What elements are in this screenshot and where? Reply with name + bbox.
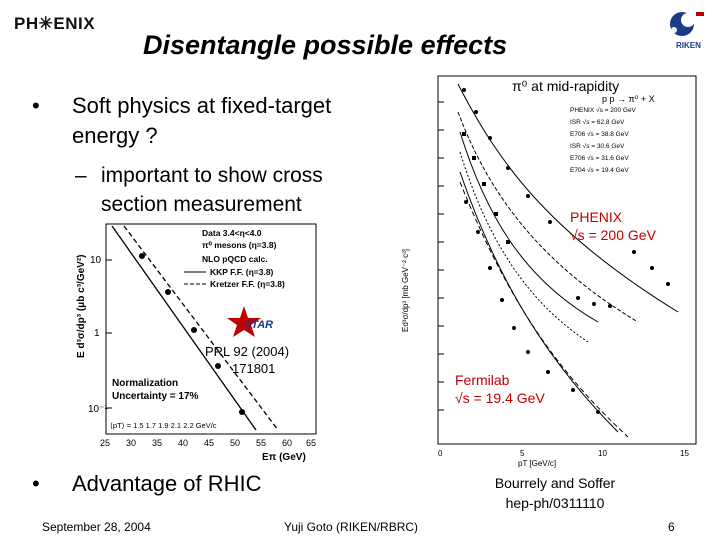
right-data-points (462, 88, 670, 414)
left-plot-ylabel: E d³σ/dp³ (μb c³/GeV²) (76, 254, 87, 358)
phenix-logo: PH✳ENIX (14, 14, 96, 33)
left-plot-frame (105, 223, 317, 435)
right-legend-item: E704 √s = 19.4 GeV (570, 166, 629, 174)
bullet-dot-icon: • (32, 93, 40, 118)
data-point (215, 363, 221, 369)
left-xtick: 50 (230, 438, 240, 448)
prl-ref-line1: PRL 92 (2004) (205, 344, 290, 359)
right-xtick: 15 (680, 449, 689, 458)
prl-ref-line2: 171801 (232, 361, 276, 376)
pi0-overlay-title: π⁰ at mid-rapidity (512, 78, 620, 94)
right-xtick: 5 (520, 449, 525, 458)
riken-label: RIKEN (676, 41, 701, 50)
right-legend-item: ISR √s = 30.6 GeV (570, 142, 625, 150)
e706-curve (459, 131, 599, 323)
left-xtick: 65 (306, 438, 316, 448)
right-xticks: 0 5 10 15 (438, 449, 689, 458)
reaction-label: p p → π⁰ + X (602, 94, 655, 104)
star-logo-icon (227, 306, 261, 337)
footer-date: September 28, 2004 (42, 520, 151, 534)
left-xtick: 30 (126, 438, 136, 448)
norm-line2: Uncertainty = 17% (112, 391, 199, 402)
left-xtick: 45 (204, 438, 214, 448)
left-ytick: 1 (94, 328, 100, 339)
legend-kretzer: Kretzer F.F. (η=3.8) (210, 279, 285, 289)
left-xtick: 25 (100, 438, 110, 448)
data-point (191, 327, 197, 333)
bullet-2-line1: Advantage of RHIC (72, 471, 262, 496)
norm-line1: Normalization (112, 378, 178, 389)
right-legend-item: PHENIX √s = 200 GeV (570, 106, 637, 114)
right-xtick: 10 (598, 449, 607, 458)
sub-bullet-dash: – (75, 164, 87, 187)
data-point (139, 253, 145, 259)
left-xtick: 40 (178, 438, 188, 448)
fermilab-overlay-line2: √s = 19.4 GeV (455, 390, 545, 406)
pt-row: ⟨pT⟩ = 1.5 1.7 1.9 2.1 2.2 GeV/c (110, 421, 217, 430)
right-legend-item: ISR √s = 62.8 GeV (570, 118, 625, 126)
bullet-dot-icon: • (32, 471, 40, 496)
right-plot-ylabel: Ed³σ/dp³ [mb GeV⁻² c³] (401, 249, 410, 332)
bullet-1-line1: Soft physics at fixed-target (72, 93, 332, 118)
left-ytick: 10⁻¹ (88, 404, 108, 415)
isr-curve (457, 111, 639, 323)
star-cross-section-plot: E d³σ/dp³ (μb c³/GeV²) 10 1 10⁻¹ Data 3.… (72, 218, 322, 464)
sub-bullet-line1: important to show cross (101, 164, 323, 187)
bullet-1-line2: energy ? (72, 123, 158, 148)
footer-author: Yuji Goto (RIKEN/RBRC) (284, 520, 419, 534)
kretzer-curve (123, 225, 279, 431)
data-point (239, 409, 245, 415)
right-legend-item: E706 √s = 31.6 GeV (570, 154, 629, 162)
left-xticks: 25 30 35 40 45 50 55 60 65 (100, 438, 316, 448)
world-pi0-plot: Ed³σ/dp³ [mb GeV⁻² c³] PHENIX √s = 200 G… (398, 72, 710, 470)
slide-title: Disentangle possible effects (143, 30, 508, 60)
phenix-overlay-line2: √s = 200 GeV (570, 227, 656, 243)
isr30-curve (459, 151, 589, 343)
caption-line1: Bourrely and Soffer (494, 475, 616, 491)
phenix-curve (457, 83, 679, 313)
left-xtick: 60 (282, 438, 292, 448)
sub-bullet-line2: section measurement (101, 193, 302, 216)
star-logo-text: STAR (244, 319, 273, 331)
right-xtick: 0 (438, 449, 443, 458)
footer-page-number: 6 (668, 520, 675, 534)
data-point (165, 289, 171, 295)
left-plot-xlabel: Eπ (GeV) (262, 452, 306, 463)
left-xtick: 35 (152, 438, 162, 448)
right-ytick-marks (438, 101, 444, 411)
legend-kkp: KKP F.F. (η=3.8) (210, 267, 274, 277)
right-legend-item: E706 √s = 38.8 GeV (570, 130, 629, 138)
right-plot-frame (437, 75, 697, 445)
e704-curve (459, 171, 619, 433)
phenix-overlay-line1: PHENIX (570, 209, 623, 225)
left-xtick: 55 (256, 438, 266, 448)
left-ytick: 10 (90, 255, 102, 266)
legend-data: Data 3.4<η<4.0 (202, 228, 262, 238)
kkp-curve (111, 225, 257, 431)
legend-nlo: NLO pQCD calc. (202, 254, 268, 264)
fermilab-overlay-line1: Fermilab (455, 372, 510, 388)
right-plot-xlabel: pT [GeV/c] (518, 459, 556, 468)
riken-logo-icon (670, 12, 704, 36)
legend-pi0: π⁰ mesons (η=3.8) (202, 240, 277, 250)
right-legend: PHENIX √s = 200 GeV ISR √s = 62.8 GeV E7… (570, 106, 637, 174)
caption-line2: hep-ph/0311110 (505, 495, 605, 511)
